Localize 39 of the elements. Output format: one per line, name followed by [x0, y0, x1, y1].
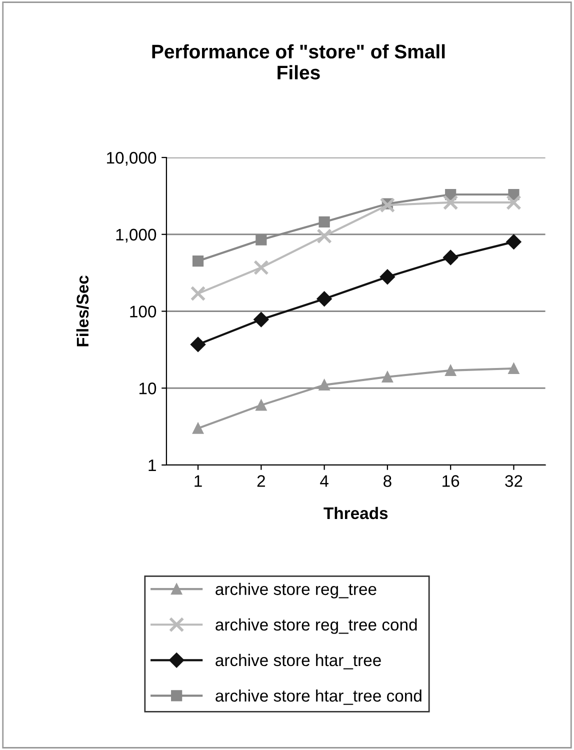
legend-label: archive store htar_tree — [216, 654, 381, 670]
x-tick-label: 8 — [384, 475, 392, 487]
point — [190, 336, 206, 352]
x-tick-label: 16 — [442, 475, 460, 487]
chart-title: Performance of "store" of Small Files — [152, 44, 445, 80]
y-tick-label: 10,000 — [107, 152, 156, 166]
y-tick-label: 10 — [139, 382, 156, 394]
point — [192, 422, 204, 434]
y-tick-label: 100 — [130, 306, 156, 318]
point — [380, 198, 396, 213]
point — [318, 379, 330, 390]
y-axis-title: Files/Sec — [76, 276, 89, 346]
x-tick-label: 4 — [320, 475, 328, 487]
x-tick-label: 2 — [257, 475, 265, 487]
y-tick-label: 1 — [148, 460, 156, 472]
point — [256, 400, 267, 411]
point — [506, 194, 522, 210]
point — [192, 255, 204, 267]
point — [442, 194, 458, 210]
point — [316, 228, 332, 244]
point — [254, 312, 269, 328]
point — [318, 216, 330, 228]
point — [445, 364, 456, 376]
x-tick-label: 1 — [194, 475, 202, 487]
legend-label: archive store htar_tree cond — [216, 689, 422, 705]
point — [190, 286, 206, 302]
point — [316, 291, 332, 306]
point — [443, 250, 458, 266]
legend-label: archive store reg_tree — [216, 582, 376, 598]
point — [508, 362, 520, 374]
x-axis-title: Threads — [324, 506, 388, 520]
y-tick-label: 1,000 — [116, 228, 156, 243]
point — [256, 234, 267, 246]
point — [254, 260, 269, 276]
legend-label: archive store reg_tree cond — [216, 618, 417, 634]
point — [506, 234, 522, 250]
point — [380, 269, 396, 284]
x-tick-label: 32 — [505, 475, 522, 487]
point — [382, 371, 394, 382]
